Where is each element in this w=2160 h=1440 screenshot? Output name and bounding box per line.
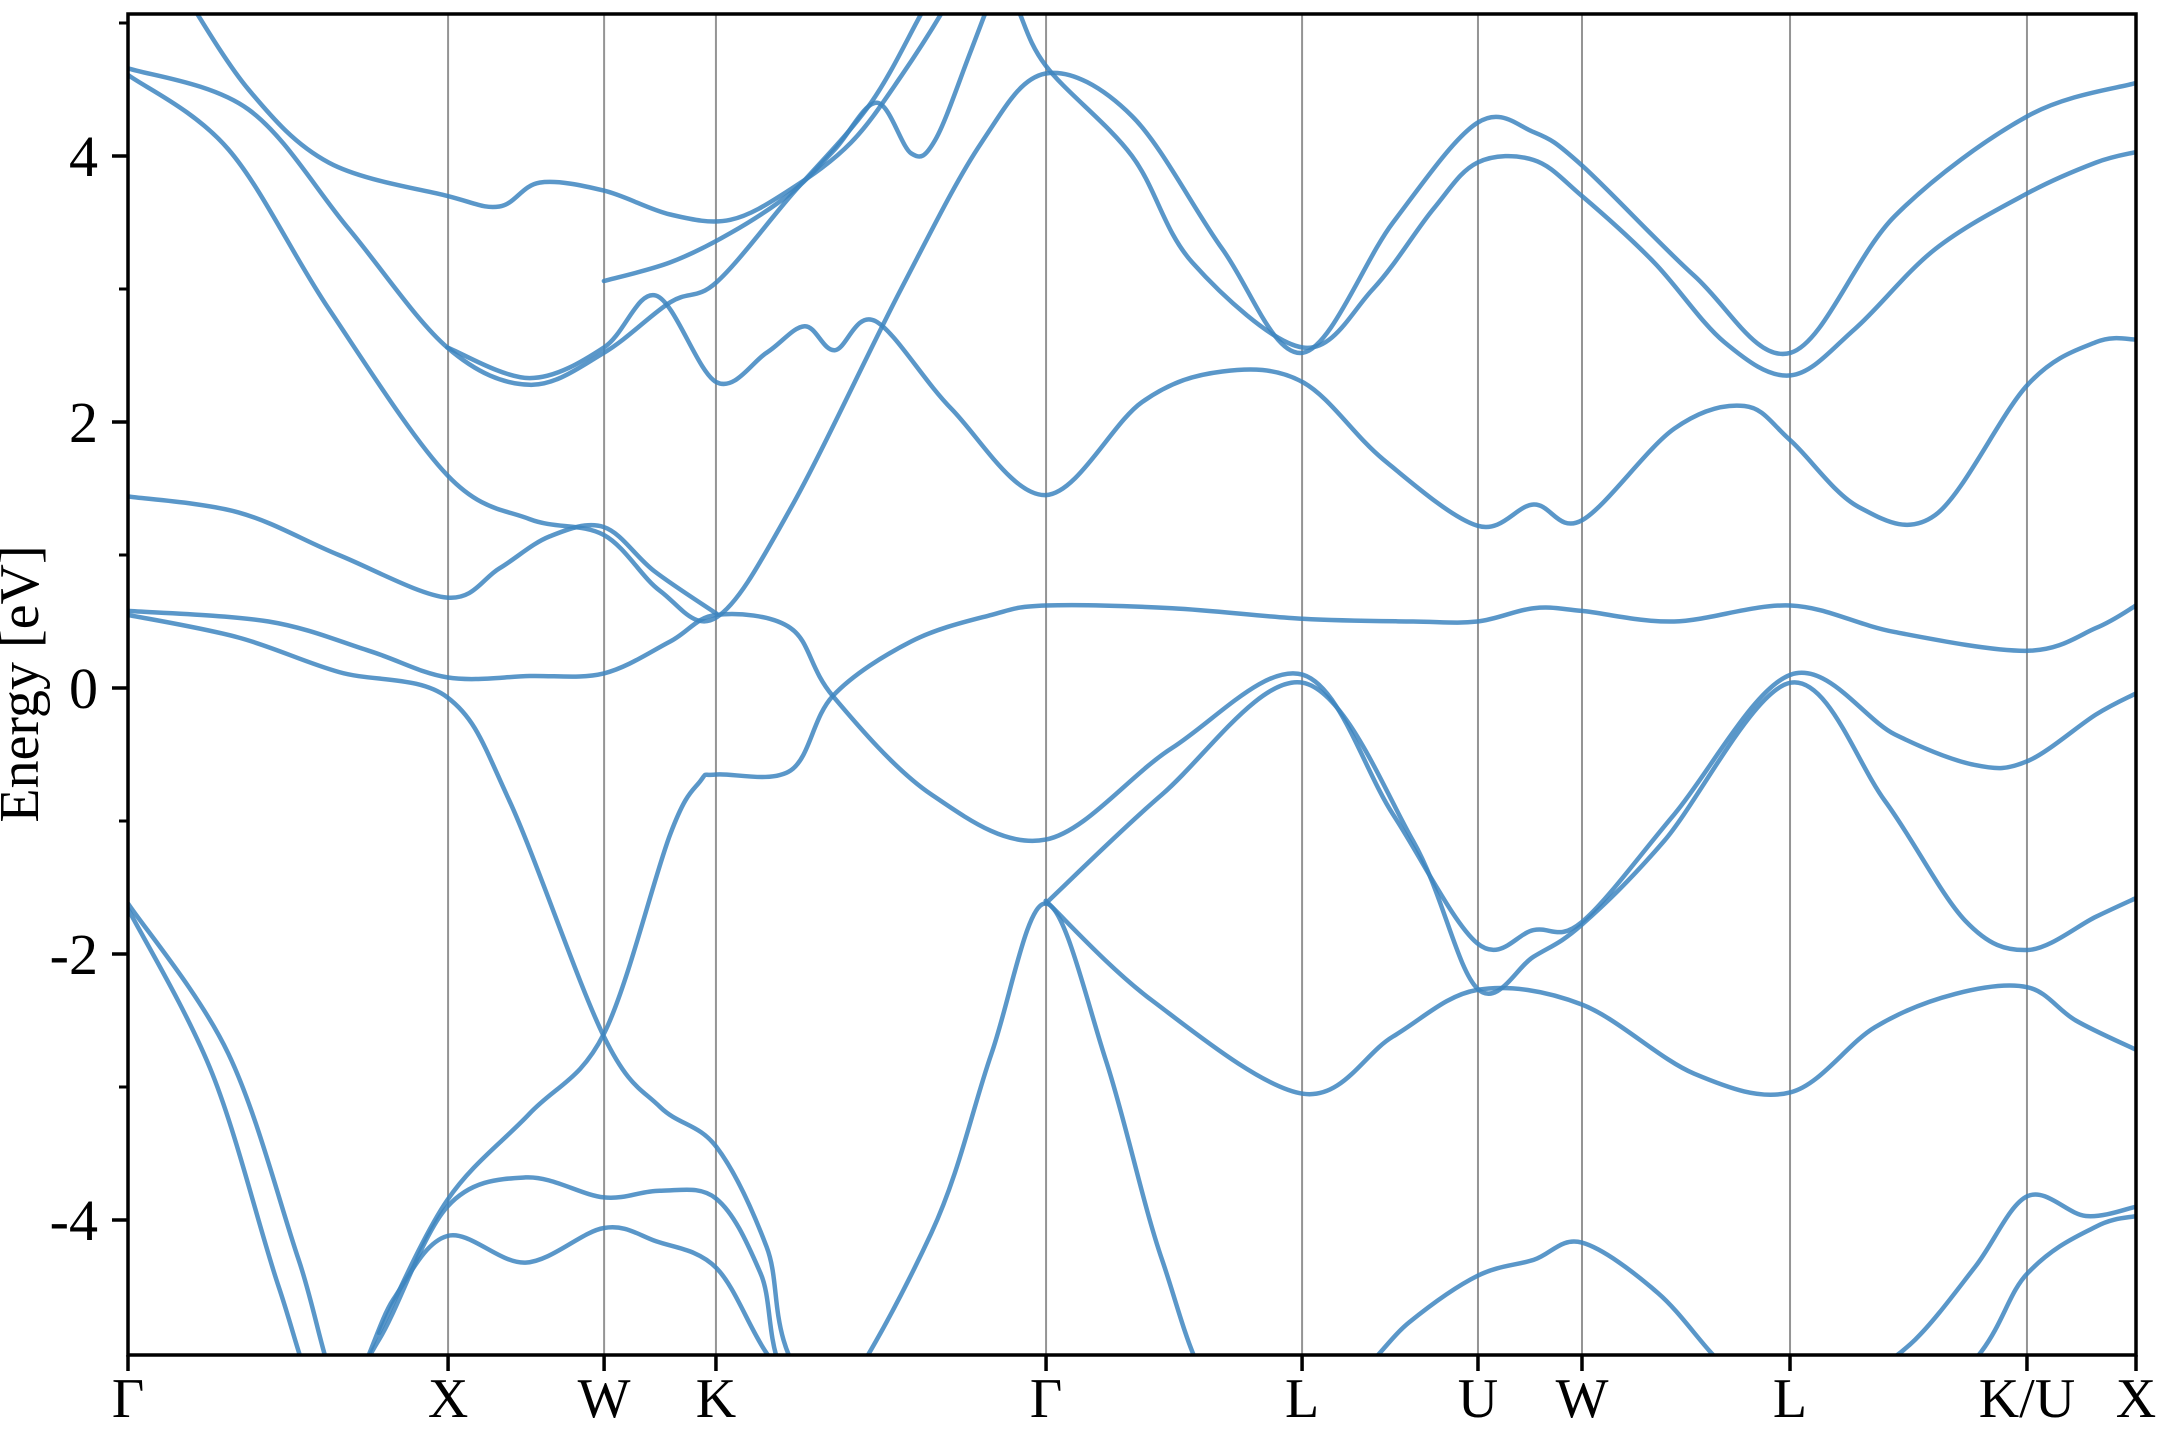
band-07-line	[1043, 898, 2136, 1097]
x-tick-label-5: L	[1285, 1368, 1319, 1430]
plot-frame	[126, 12, 2138, 1357]
band-13-line	[128, 14, 2136, 388]
band-08-line	[128, 494, 719, 616]
y-tick-label--2: -2	[50, 922, 98, 987]
x-tick-label-0: Γ	[112, 1368, 144, 1430]
band-06-line	[1043, 680, 2136, 996]
band-04-line	[128, 608, 2136, 953]
y-tick-label-4: 4	[69, 124, 98, 189]
x-tick-label-4: Γ	[1030, 1368, 1062, 1430]
x-tick-label-1: X	[428, 1368, 468, 1430]
band-03-line	[128, 612, 792, 1355]
band-09-line	[445, 293, 2136, 530]
energy-bands	[128, 14, 2136, 1355]
y-tick-label-2: 2	[69, 390, 98, 455]
y-tick-label-0: 0	[69, 656, 98, 721]
x-tick-label-2: W	[578, 1368, 631, 1430]
band-11-line	[194, 14, 944, 224]
x-tick-label-9: K/U	[1979, 1368, 2075, 1430]
x-tick-label-10: X	[2116, 1368, 2156, 1430]
band-05-line	[376, 602, 2136, 1336]
x-tick-label-8: L	[1773, 1368, 1807, 1430]
y-axis-title: Energy [eV]	[0, 545, 51, 822]
band-10-line	[601, 14, 988, 284]
band-02-line	[128, 906, 2136, 1355]
x-tick-label-3: K	[696, 1368, 736, 1430]
x-tick-label-6: U	[1458, 1368, 1498, 1430]
y-tick-label--4: -4	[50, 1188, 98, 1253]
axes	[112, 12, 2138, 1371]
x-tick-label-7: W	[1556, 1368, 1609, 1430]
band-12-line	[128, 70, 2136, 624]
